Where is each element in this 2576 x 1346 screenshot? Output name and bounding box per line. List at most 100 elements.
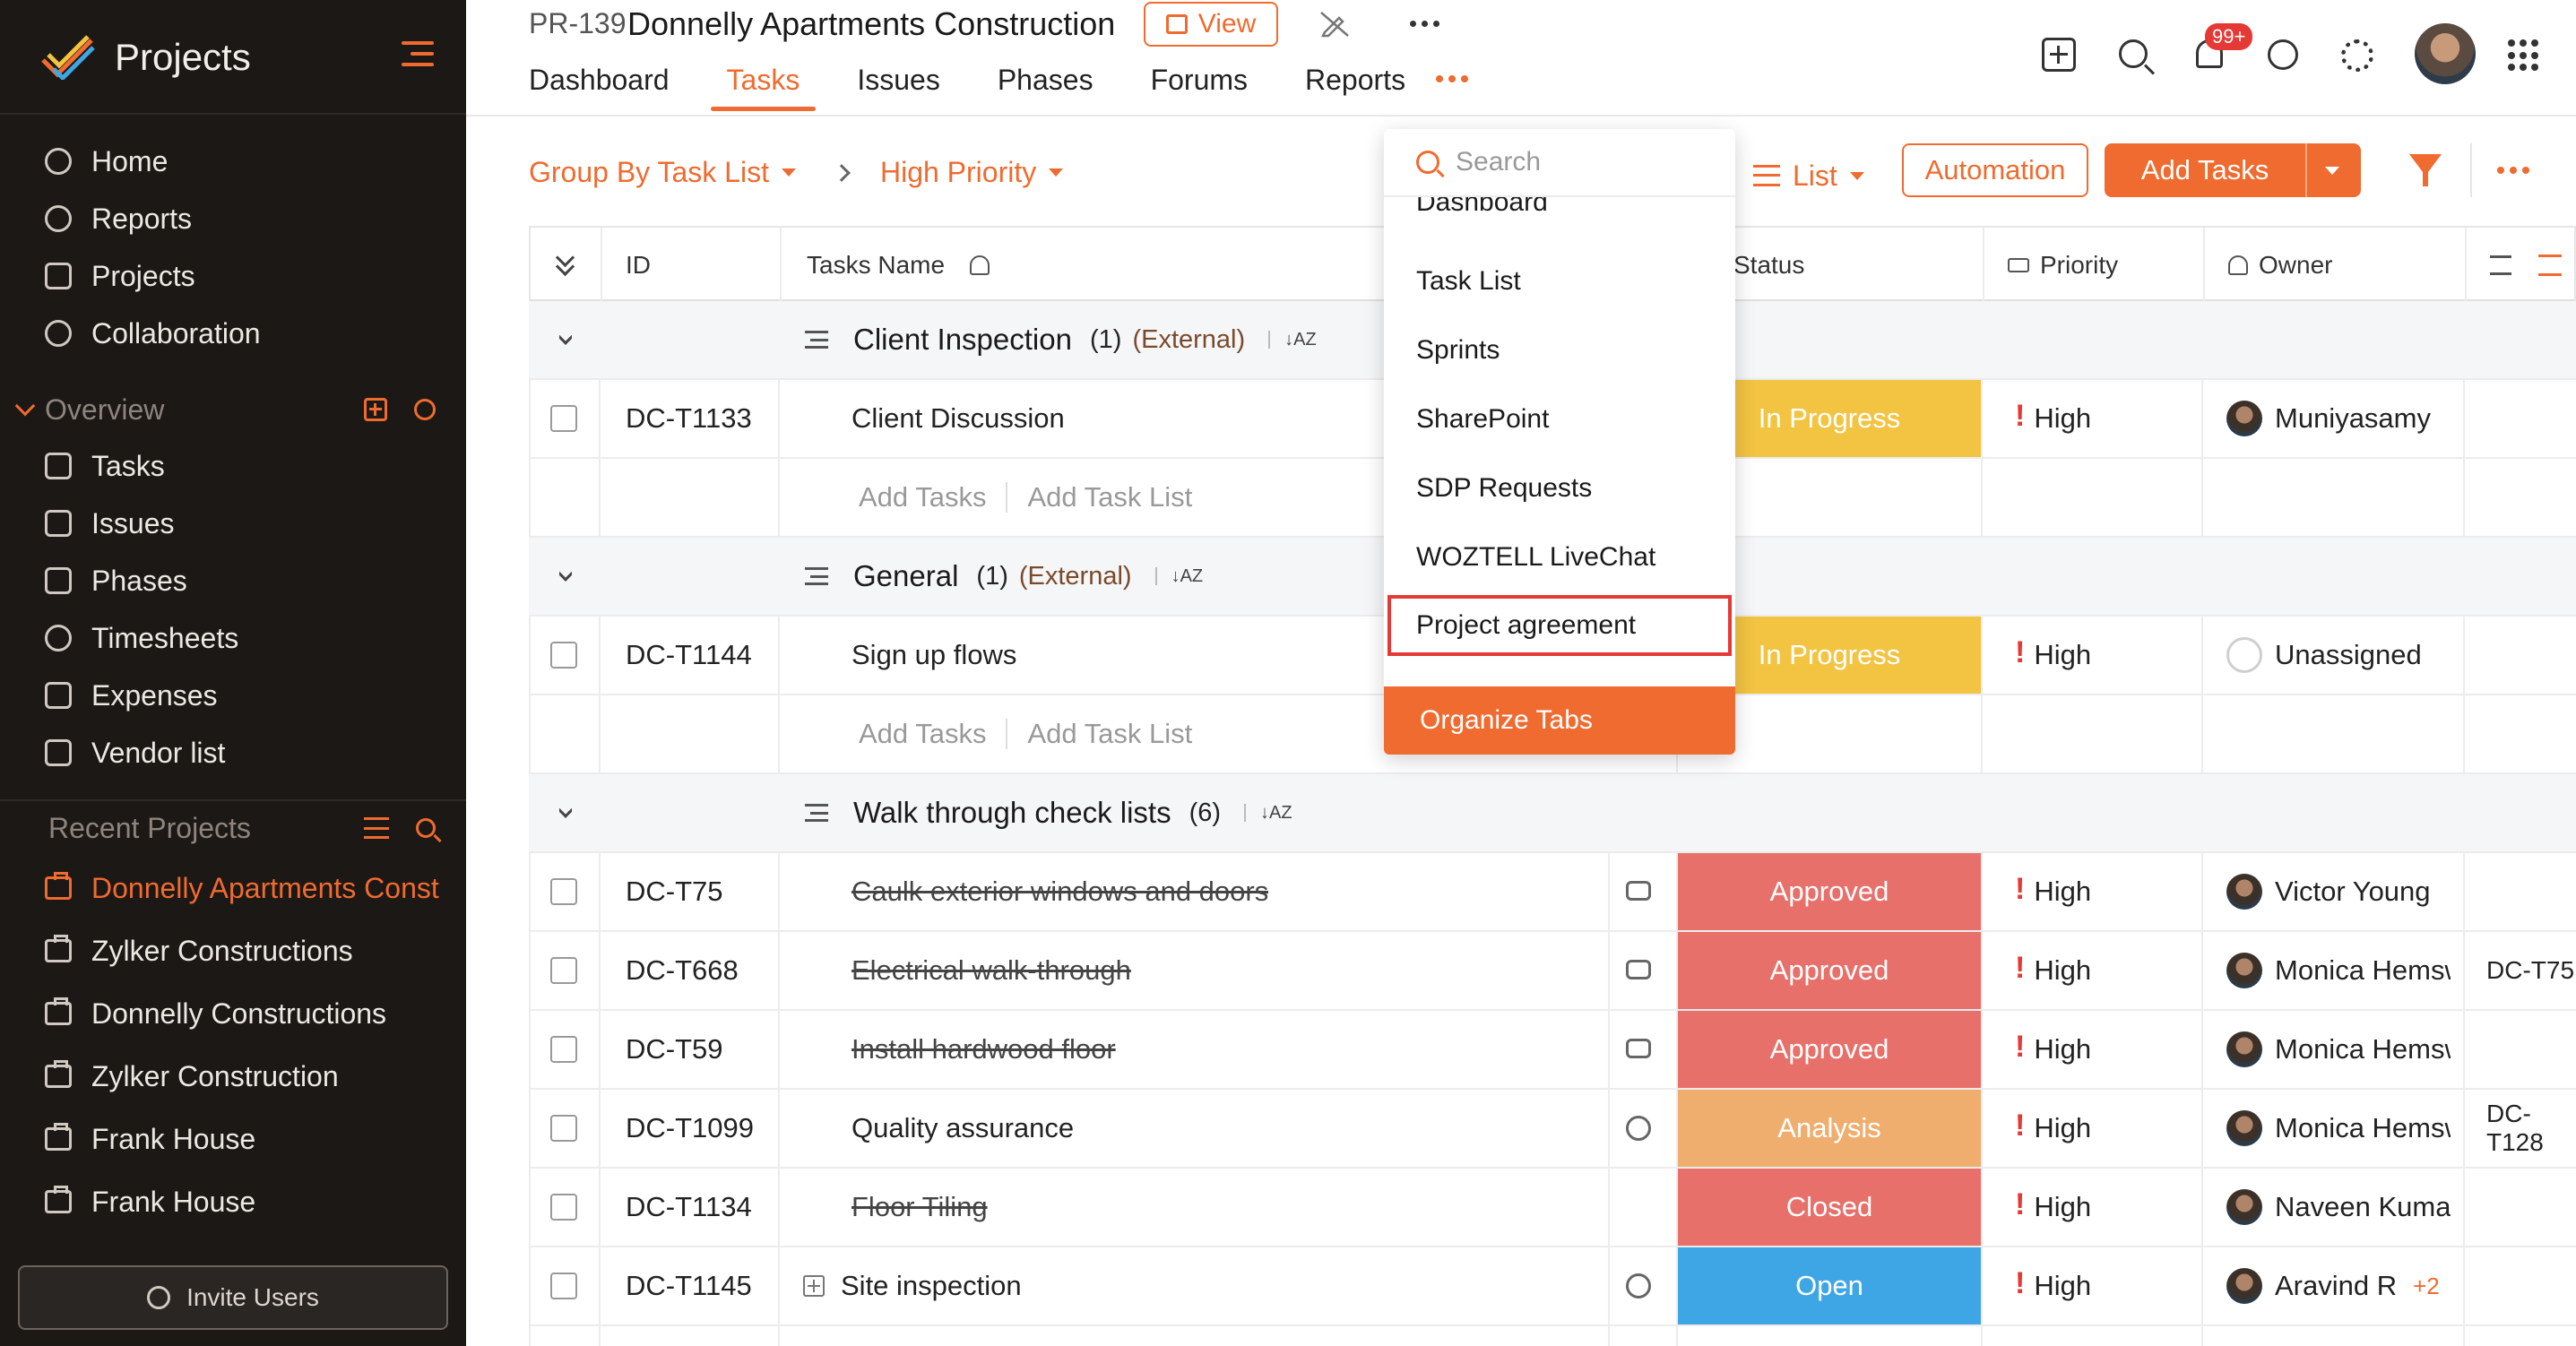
group-collapse-icon[interactable] xyxy=(559,774,572,851)
apps-grid-icon[interactable] xyxy=(2508,39,2540,72)
dropdown-item-project-agreement[interactable]: Project agreement xyxy=(1387,595,1732,656)
dependency-cell[interactable]: DC-T75 xyxy=(2486,956,2575,984)
more-tabs-icon[interactable] xyxy=(1436,75,1468,82)
comment-icon[interactable] xyxy=(1626,1039,1651,1058)
row-checkbox[interactable] xyxy=(550,1011,577,1088)
priority-cell[interactable]: ! High xyxy=(2015,1247,2091,1324)
filter-icon[interactable] xyxy=(2409,154,2442,186)
avatar[interactable] xyxy=(2415,23,2476,84)
filter-preset-dropdown[interactable]: High Priority xyxy=(879,156,1037,188)
add-tasks-link[interactable]: Add Tasks xyxy=(859,481,987,513)
owner-cell[interactable]: Victor Young xyxy=(2226,853,2451,930)
view-mode-dropdown[interactable]: List xyxy=(1753,151,1864,201)
timer-icon[interactable] xyxy=(1626,1273,1651,1299)
priority-cell[interactable]: ! High xyxy=(2015,617,2091,694)
comment-icon[interactable] xyxy=(1626,881,1651,901)
status-badge[interactable]: Approved xyxy=(1678,853,1981,930)
tab-forums[interactable]: Forums xyxy=(1150,64,1249,96)
tab-phases[interactable]: Phases xyxy=(997,64,1094,96)
status-badge[interactable]: Approved xyxy=(1678,1011,1981,1088)
status-badge[interactable]: Analysis xyxy=(1678,1090,1981,1167)
overview-section-toggle[interactable]: Overview xyxy=(14,387,164,432)
project-title[interactable]: Donnelly Apartments Construction xyxy=(627,5,1116,42)
group-by-dropdown[interactable]: Group By Task List xyxy=(529,156,769,188)
tab-reports[interactable]: Reports xyxy=(1305,64,1406,96)
status-badge[interactable]: Open xyxy=(1678,1247,1981,1324)
recent-project-item[interactable]: Zylker Constructions xyxy=(45,928,439,973)
table-row[interactable]: DC-T59 Install hardwood floor Approved !… xyxy=(529,1011,2576,1090)
task-id[interactable]: DC-T1099 xyxy=(626,1112,754,1143)
owner-cell[interactable]: Monica Hemsworth xyxy=(2226,1011,2451,1088)
menu-icon[interactable] xyxy=(402,41,434,68)
add-task-list-link[interactable]: Add Task List xyxy=(1027,718,1193,749)
table-row[interactable]: DC-T1144 Sign up flows In Progress ! High… xyxy=(529,617,2576,695)
sort-az-icon[interactable]: ↓AZ xyxy=(1154,567,1203,585)
group-header[interactable]: Client Inspection (1) (External) ↓AZ xyxy=(805,301,1317,378)
sidebar-item-expenses[interactable]: Expenses xyxy=(45,673,218,718)
table-row[interactable]: DC-T1145 Site inspection Open ! High Arav… xyxy=(529,1247,2576,1326)
table-row[interactable]: DC-T75 Caulk exterior windows and doors … xyxy=(529,853,2576,932)
recent-project-item[interactable]: Donnelly Constructions xyxy=(45,991,439,1036)
row-checkbox[interactable] xyxy=(550,932,577,1009)
task-id[interactable]: DC-T75 xyxy=(626,876,723,907)
invite-users-button[interactable]: Invite Users xyxy=(18,1265,448,1330)
recent-project-item[interactable]: Frank House xyxy=(45,1117,439,1161)
dropdown-item-sdp-requests[interactable]: SDP Requests xyxy=(1416,473,1593,503)
task-name[interactable]: Floor Tiling xyxy=(851,1191,988,1222)
task-name[interactable]: Electrical walk-through xyxy=(851,954,1131,986)
column-list-icon[interactable] xyxy=(2490,228,2511,303)
add-tasks-caret-icon[interactable] xyxy=(2325,166,2339,175)
row-checkbox[interactable] xyxy=(550,617,577,694)
quick-add-icon[interactable] xyxy=(2042,38,2076,72)
add-tasks-button[interactable]: Add Tasks xyxy=(2105,143,2361,197)
group-collapse-icon[interactable] xyxy=(559,301,572,378)
gear-icon[interactable] xyxy=(414,399,436,420)
add-task-list-link[interactable]: Add Task List xyxy=(1027,481,1193,513)
dropdown-item-task-list[interactable]: Task List xyxy=(1416,266,1521,296)
add-column-icon[interactable] xyxy=(2538,228,2562,303)
task-name[interactable]: Quality assurance xyxy=(851,1112,1075,1143)
column-header-owner[interactable]: Owner xyxy=(2228,228,2332,303)
sidebar-item-timesheets[interactable]: Timesheets xyxy=(45,616,238,660)
toolbar-more-icon[interactable] xyxy=(2497,167,2529,174)
dropdown-item-sharepoint[interactable]: SharePoint xyxy=(1416,404,1550,434)
status-badge[interactable]: Closed xyxy=(1678,1169,1981,1246)
priority-cell[interactable]: ! High xyxy=(2015,853,2091,930)
recent-project-item[interactable]: Zylker Construction xyxy=(45,1054,439,1099)
search-icon[interactable] xyxy=(416,818,436,838)
row-checkbox[interactable] xyxy=(550,853,577,930)
comment-icon[interactable] xyxy=(1626,960,1651,979)
owner-cell[interactable]: Aravind R +2 xyxy=(2226,1247,2451,1324)
owner-cell[interactable]: Naveen Kumar xyxy=(2226,1169,2451,1246)
add-tasks-link[interactable]: Add Tasks xyxy=(859,718,987,749)
tab-dashboard[interactable]: Dashboard xyxy=(529,64,670,96)
dependency-cell[interactable]: DC-T128 xyxy=(2486,1100,2544,1156)
add-icon[interactable] xyxy=(364,398,387,421)
priority-cell[interactable]: ! High xyxy=(2015,1011,2091,1088)
owner-cell[interactable]: Unassigned xyxy=(2226,617,2451,694)
recent-project-item[interactable]: Frank House xyxy=(45,1179,439,1224)
task-name[interactable]: Caulk exterior windows and doors xyxy=(851,876,1269,907)
task-id[interactable]: DC-T1144 xyxy=(626,639,752,670)
collapse-all-icon[interactable] xyxy=(556,228,574,303)
task-name[interactable]: Sign up flows xyxy=(851,639,1017,670)
row-checkbox[interactable] xyxy=(550,1090,577,1167)
search-icon[interactable] xyxy=(2119,39,2148,68)
dropdown-item-woztell-livechat[interactable]: WOZTELL LiveChat xyxy=(1416,542,1656,572)
task-id[interactable]: DC-T59 xyxy=(626,1033,723,1065)
sidebar-item-projects[interactable]: Projects xyxy=(45,254,195,298)
group-header[interactable]: General (1) (External) ↓AZ xyxy=(805,538,1203,615)
brand[interactable]: Projects xyxy=(39,30,251,84)
owner-cell[interactable]: Muniyasamy xyxy=(2226,380,2451,457)
sidebar-item-vendor-list[interactable]: Vendor list xyxy=(45,730,225,775)
table-row[interactable]: DC-T1099 Quality assurance Analysis ! Hig… xyxy=(529,1090,2576,1169)
row-checkbox[interactable] xyxy=(550,380,577,457)
task-name[interactable]: Client Discussion xyxy=(851,402,1065,434)
task-name-cell[interactable]: Site inspection xyxy=(803,1247,1022,1324)
project-more-icon[interactable] xyxy=(1410,21,1439,27)
sidebar-item-issues[interactable]: Issues xyxy=(45,501,174,546)
recent-project-item[interactable]: Donnelly Apartments Construction xyxy=(45,866,439,910)
expand-subtasks-icon[interactable] xyxy=(803,1275,825,1297)
row-checkbox[interactable] xyxy=(550,1247,577,1324)
task-id[interactable]: DC-T1133 xyxy=(626,402,752,434)
